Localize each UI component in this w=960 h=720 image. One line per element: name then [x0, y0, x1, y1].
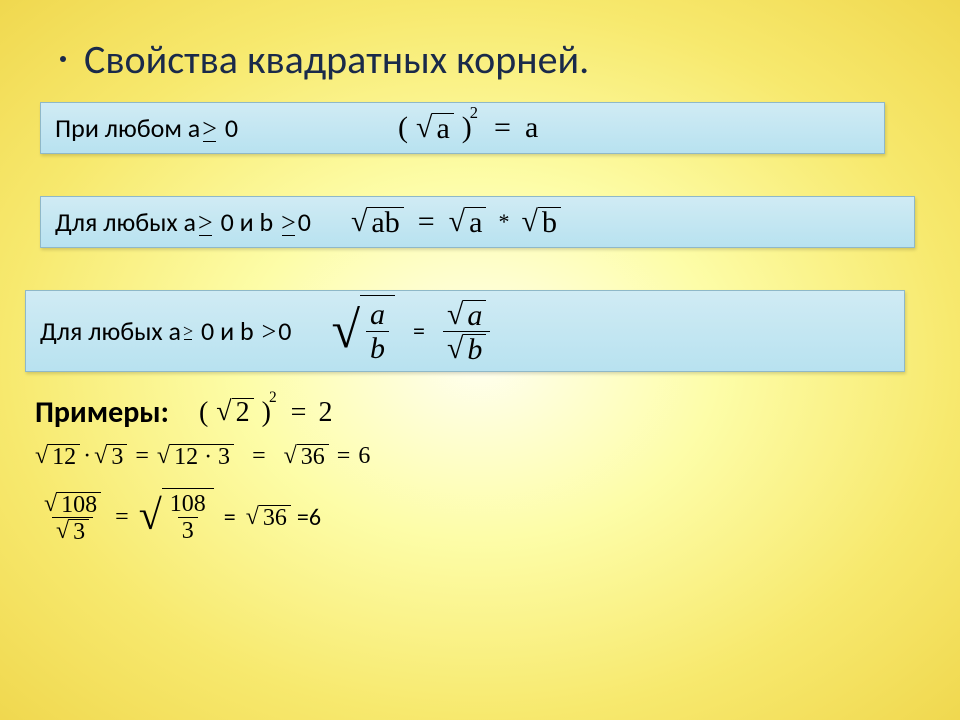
ge-symbol-3: >	[183, 321, 193, 342]
examples-label: Примеры:	[35, 394, 169, 431]
title-text: Свойства квадратных корней.	[84, 35, 589, 84]
frac-sqrt: √a √b	[443, 298, 490, 365]
eq-sign-2: =	[418, 205, 435, 239]
example-1: (√2)2 = 2	[199, 397, 333, 429]
examples-row-1: Примеры: (√2)2 = 2	[35, 394, 920, 431]
rule1-formula: ( √a )2 = a	[398, 111, 538, 145]
paren-close: )2	[462, 111, 480, 145]
ex3-result: =6	[297, 503, 321, 532]
rule2-prefix: Для любых a	[55, 206, 196, 238]
ge-symbol: >	[202, 114, 217, 144]
eq-sign: =	[494, 111, 511, 145]
rule1-rhs: a	[525, 111, 538, 145]
ge-symbol-2b: >	[281, 208, 296, 238]
sqrt-b-2: √b	[521, 207, 560, 238]
sqrt-a: √a	[416, 113, 454, 144]
example-3: √108 √3 = √ 108 3 = √36 =6	[40, 488, 920, 547]
ex2-sqrt36: √36	[284, 444, 329, 469]
eq-ex2c: =	[337, 443, 351, 470]
rule2-mid: 0 и b	[215, 206, 279, 238]
ex2-sqrt12: √12	[35, 444, 80, 469]
rule-box-1: При любом a> 0 ( √a )2 = a	[40, 102, 885, 154]
ex2-sqrt3: √3	[94, 444, 127, 469]
rule2-tail: 0	[298, 206, 311, 238]
gt-symbol-3: >	[262, 317, 277, 346]
rule-box-3: Для любых a> 0 и b >0 √ a b = √a √b	[25, 290, 905, 372]
eq-sign-3: =	[413, 317, 425, 346]
rule3-text: Для любых a> 0 и b >0	[40, 315, 291, 347]
eq-ex2b: =	[252, 443, 266, 470]
eq-ex2a: =	[135, 443, 149, 470]
ex2-result: 6	[358, 443, 370, 470]
eq-ex3a: =	[115, 504, 129, 531]
slide-title: Свойства квадратных корней.	[60, 35, 920, 84]
rule3-mid: 0 и b	[195, 315, 259, 347]
ex3-sqrt36: √36	[246, 505, 291, 530]
ex3-mid: √ 108 3	[139, 488, 214, 547]
paren-open: (	[398, 111, 408, 145]
rule2-formula: √ab = √a * √b	[351, 205, 561, 239]
rule1-tail: 0	[219, 112, 238, 144]
rule3-tail: 0	[278, 315, 291, 347]
ex2-sqrt-prod: √12 · 3	[157, 444, 234, 469]
rule3-prefix: Для любых a	[40, 315, 181, 347]
rule-box-2: Для любых a> 0 и b >0 √ab = √a * √b	[40, 196, 915, 248]
rule1-prefix: При любом a	[55, 112, 200, 144]
dot-sign: ·	[83, 443, 91, 470]
sqrt-a-2: √a	[449, 207, 487, 238]
rule2-text: Для любых a> 0 и b >0	[55, 206, 311, 238]
mult-sign: *	[498, 209, 509, 235]
example-2: √12 · √3 = √12 · 3 = √36 = 6	[35, 443, 920, 470]
sqrt-ab: √ab	[351, 207, 404, 238]
rule1-text: При любом a> 0	[55, 112, 238, 144]
bullet-icon	[60, 56, 66, 62]
rule3-formula: √ a b = √a √b	[331, 295, 490, 367]
eq-ex3b: =	[224, 503, 236, 532]
sqrt-frac: √ a b	[331, 295, 395, 367]
ge-symbol-2a: >	[198, 208, 213, 238]
ex3-lhs: √108 √3	[40, 491, 105, 545]
